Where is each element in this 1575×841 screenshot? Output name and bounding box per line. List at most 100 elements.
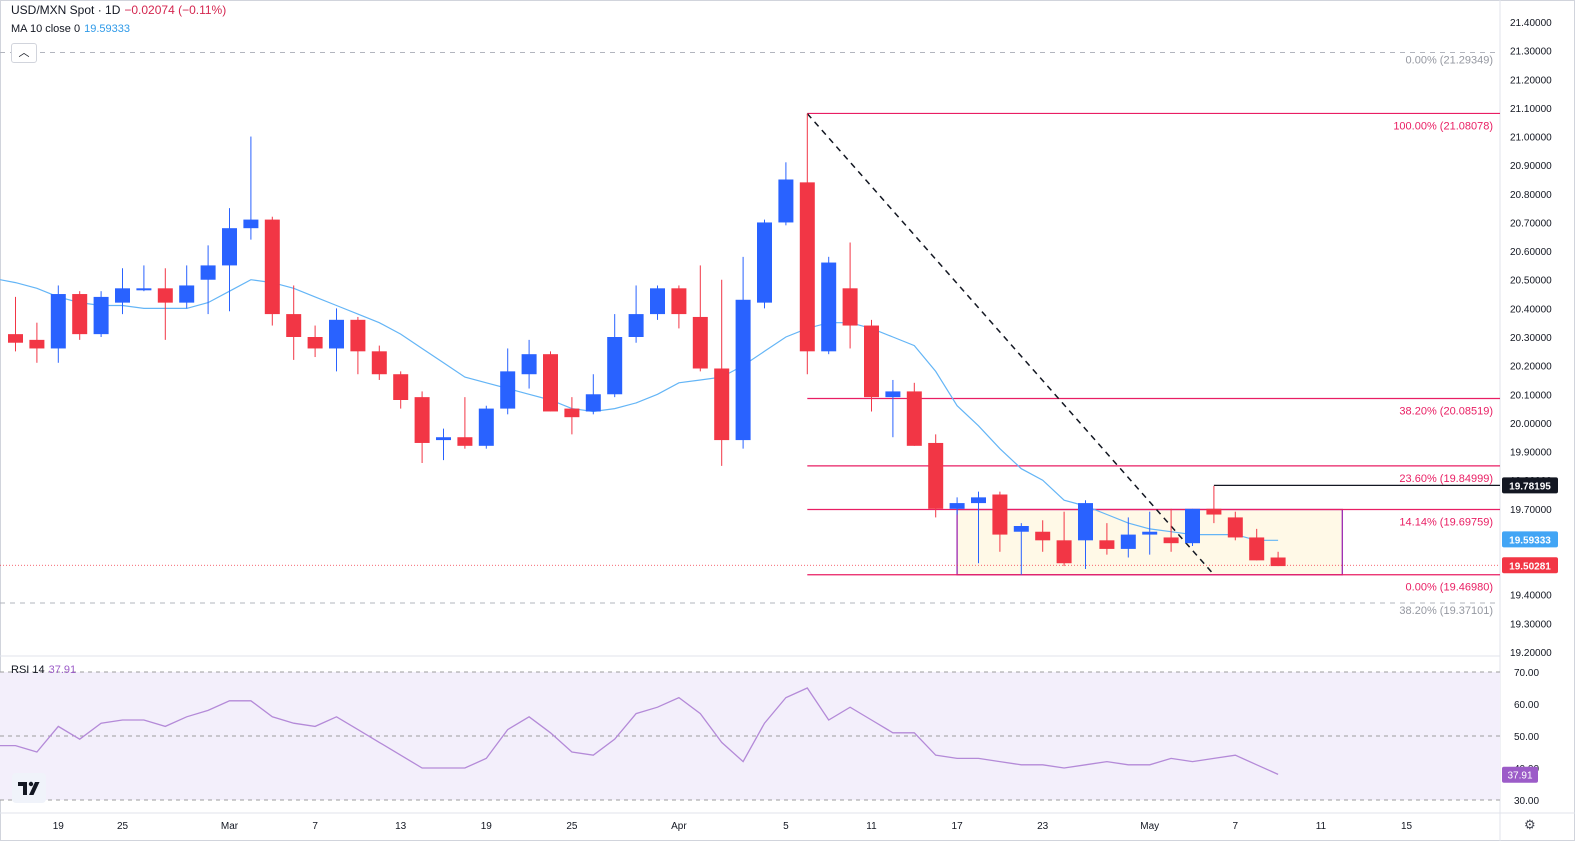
price-tick-label: 20.70000: [1510, 218, 1552, 229]
price-tick-label: 21.10000: [1510, 104, 1552, 115]
rsi-axis-label: 37.91: [1507, 771, 1532, 782]
fib-gray-label: 38.20% (19.37101): [1399, 605, 1493, 617]
fib-level-label: 38.20% (20.08519): [1399, 406, 1493, 418]
candle-body: [29, 339, 45, 349]
candle-body: [906, 391, 922, 446]
candle-body: [371, 351, 387, 375]
symbol-title[interactable]: USD/MXN Spot · 1D: [11, 3, 121, 17]
candle-body: [521, 354, 537, 375]
price-tick-label: 20.40000: [1510, 304, 1552, 315]
candle-body: [1270, 557, 1286, 567]
price-tick-label: 20.10000: [1510, 390, 1552, 401]
candle-body: [992, 494, 1008, 535]
chevron-up-icon: ︿: [18, 47, 30, 59]
candle-body: [457, 437, 473, 446]
candle-body: [778, 179, 794, 223]
candle-body: [1013, 526, 1029, 532]
candle-body: [50, 294, 66, 349]
price-tick-label: 21.00000: [1510, 133, 1552, 144]
candle-body: [628, 314, 644, 337]
time-tick-label: Mar: [221, 821, 239, 832]
candle-body: [8, 334, 23, 343]
time-tick-label: 5: [783, 821, 789, 832]
candle-body: [72, 294, 88, 335]
candle-body: [436, 437, 451, 441]
price-tick-label: 19.20000: [1510, 648, 1552, 659]
candle-body: [1056, 540, 1072, 564]
rsi-axis-label-bg: [1502, 766, 1538, 783]
price-tick-label: 21.40000: [1510, 18, 1552, 29]
candle-body: [671, 288, 687, 315]
candle-body: [136, 288, 152, 291]
candle-body: [93, 296, 109, 335]
candle-body: [864, 325, 879, 398]
price-tick-label: 20.50000: [1510, 276, 1552, 287]
candle-body: [222, 228, 237, 266]
fib-level-label: 14.14% (19.69759): [1399, 517, 1493, 529]
candle-body: [414, 397, 430, 443]
price-tick-label: 20.80000: [1510, 190, 1552, 201]
price-axis-label: 19.50281: [1509, 561, 1551, 572]
candle-body: [949, 503, 965, 509]
candle-body: [821, 262, 837, 352]
candle-body: [842, 288, 858, 326]
time-tick-label: 15: [1401, 821, 1413, 832]
candle-body: [885, 391, 901, 398]
rsi-legend[interactable]: RSI 14 37.91: [11, 664, 76, 676]
price-tick-label: 20.90000: [1510, 161, 1552, 172]
price-change: −0.02074 (−0.11%): [124, 3, 227, 17]
time-tick-label: 7: [312, 821, 318, 832]
price-tick-label: 21.30000: [1510, 47, 1552, 58]
time-tick-label: May: [1140, 821, 1159, 832]
candle-body: [543, 354, 558, 412]
time-tick-label: 11: [866, 821, 877, 832]
tradingview-logo[interactable]: [12, 773, 46, 803]
time-tick-label: Apr: [671, 821, 687, 832]
candle-body: [157, 288, 173, 303]
rsi-tick-label: 70.00: [1514, 668, 1539, 679]
candle-body: [329, 319, 344, 349]
rsi-value: 37.91: [48, 664, 77, 676]
ma-value: 19.59333: [84, 23, 130, 35]
time-tick-label: 25: [566, 821, 578, 832]
candle-body: [243, 219, 259, 229]
candle-body: [1227, 517, 1243, 538]
candle-body: [350, 319, 366, 352]
candle-body: [650, 288, 665, 315]
price-tick-label: 19.90000: [1510, 448, 1552, 459]
candle-body: [115, 288, 130, 303]
candle-body: [1035, 531, 1051, 541]
candle-body: [1099, 540, 1115, 549]
settings-gear-icon[interactable]: ⚙: [1524, 817, 1536, 832]
price-tick-label: 19.30000: [1510, 619, 1552, 630]
symbol-header: USD/MXN Spot · 1D −0.02074 (−0.11%): [11, 3, 226, 17]
price-tick-label: 19.70000: [1510, 505, 1552, 516]
time-tick-label: 7: [1233, 821, 1239, 832]
time-tick-label: 25: [117, 821, 129, 832]
collapse-legend-button[interactable]: ︿: [11, 43, 37, 63]
price-axis-label-bg: [1502, 477, 1558, 494]
candle-body: [1120, 534, 1136, 549]
candle-body: [179, 285, 195, 303]
candle-body: [564, 408, 580, 418]
fib-level-label: 0.00% (19.46980): [1406, 582, 1493, 594]
time-tick-label: 11: [1316, 821, 1327, 832]
candle-body: [757, 222, 772, 303]
time-tick-label: 17: [952, 821, 964, 832]
price-tick-label: 21.20000: [1510, 75, 1552, 86]
fib-level-label: 23.60% (19.84999): [1399, 473, 1493, 485]
candle-body: [264, 219, 280, 315]
candle-body: [585, 394, 601, 412]
price-axis-label-bg: [1502, 531, 1558, 548]
candle-body: [971, 497, 986, 504]
price-axis-label: 19.59333: [1509, 535, 1551, 546]
candle-body: [714, 368, 730, 441]
candle-body: [1163, 537, 1179, 544]
rsi-tick-label: 60.00: [1514, 700, 1539, 711]
rsi-label: RSI 14: [11, 664, 45, 676]
candle-body: [799, 182, 815, 352]
time-tick-label: 13: [395, 821, 407, 832]
ma-legend[interactable]: MA 10 close 0 19.59333: [11, 23, 130, 35]
time-tick-label: 19: [53, 821, 65, 832]
